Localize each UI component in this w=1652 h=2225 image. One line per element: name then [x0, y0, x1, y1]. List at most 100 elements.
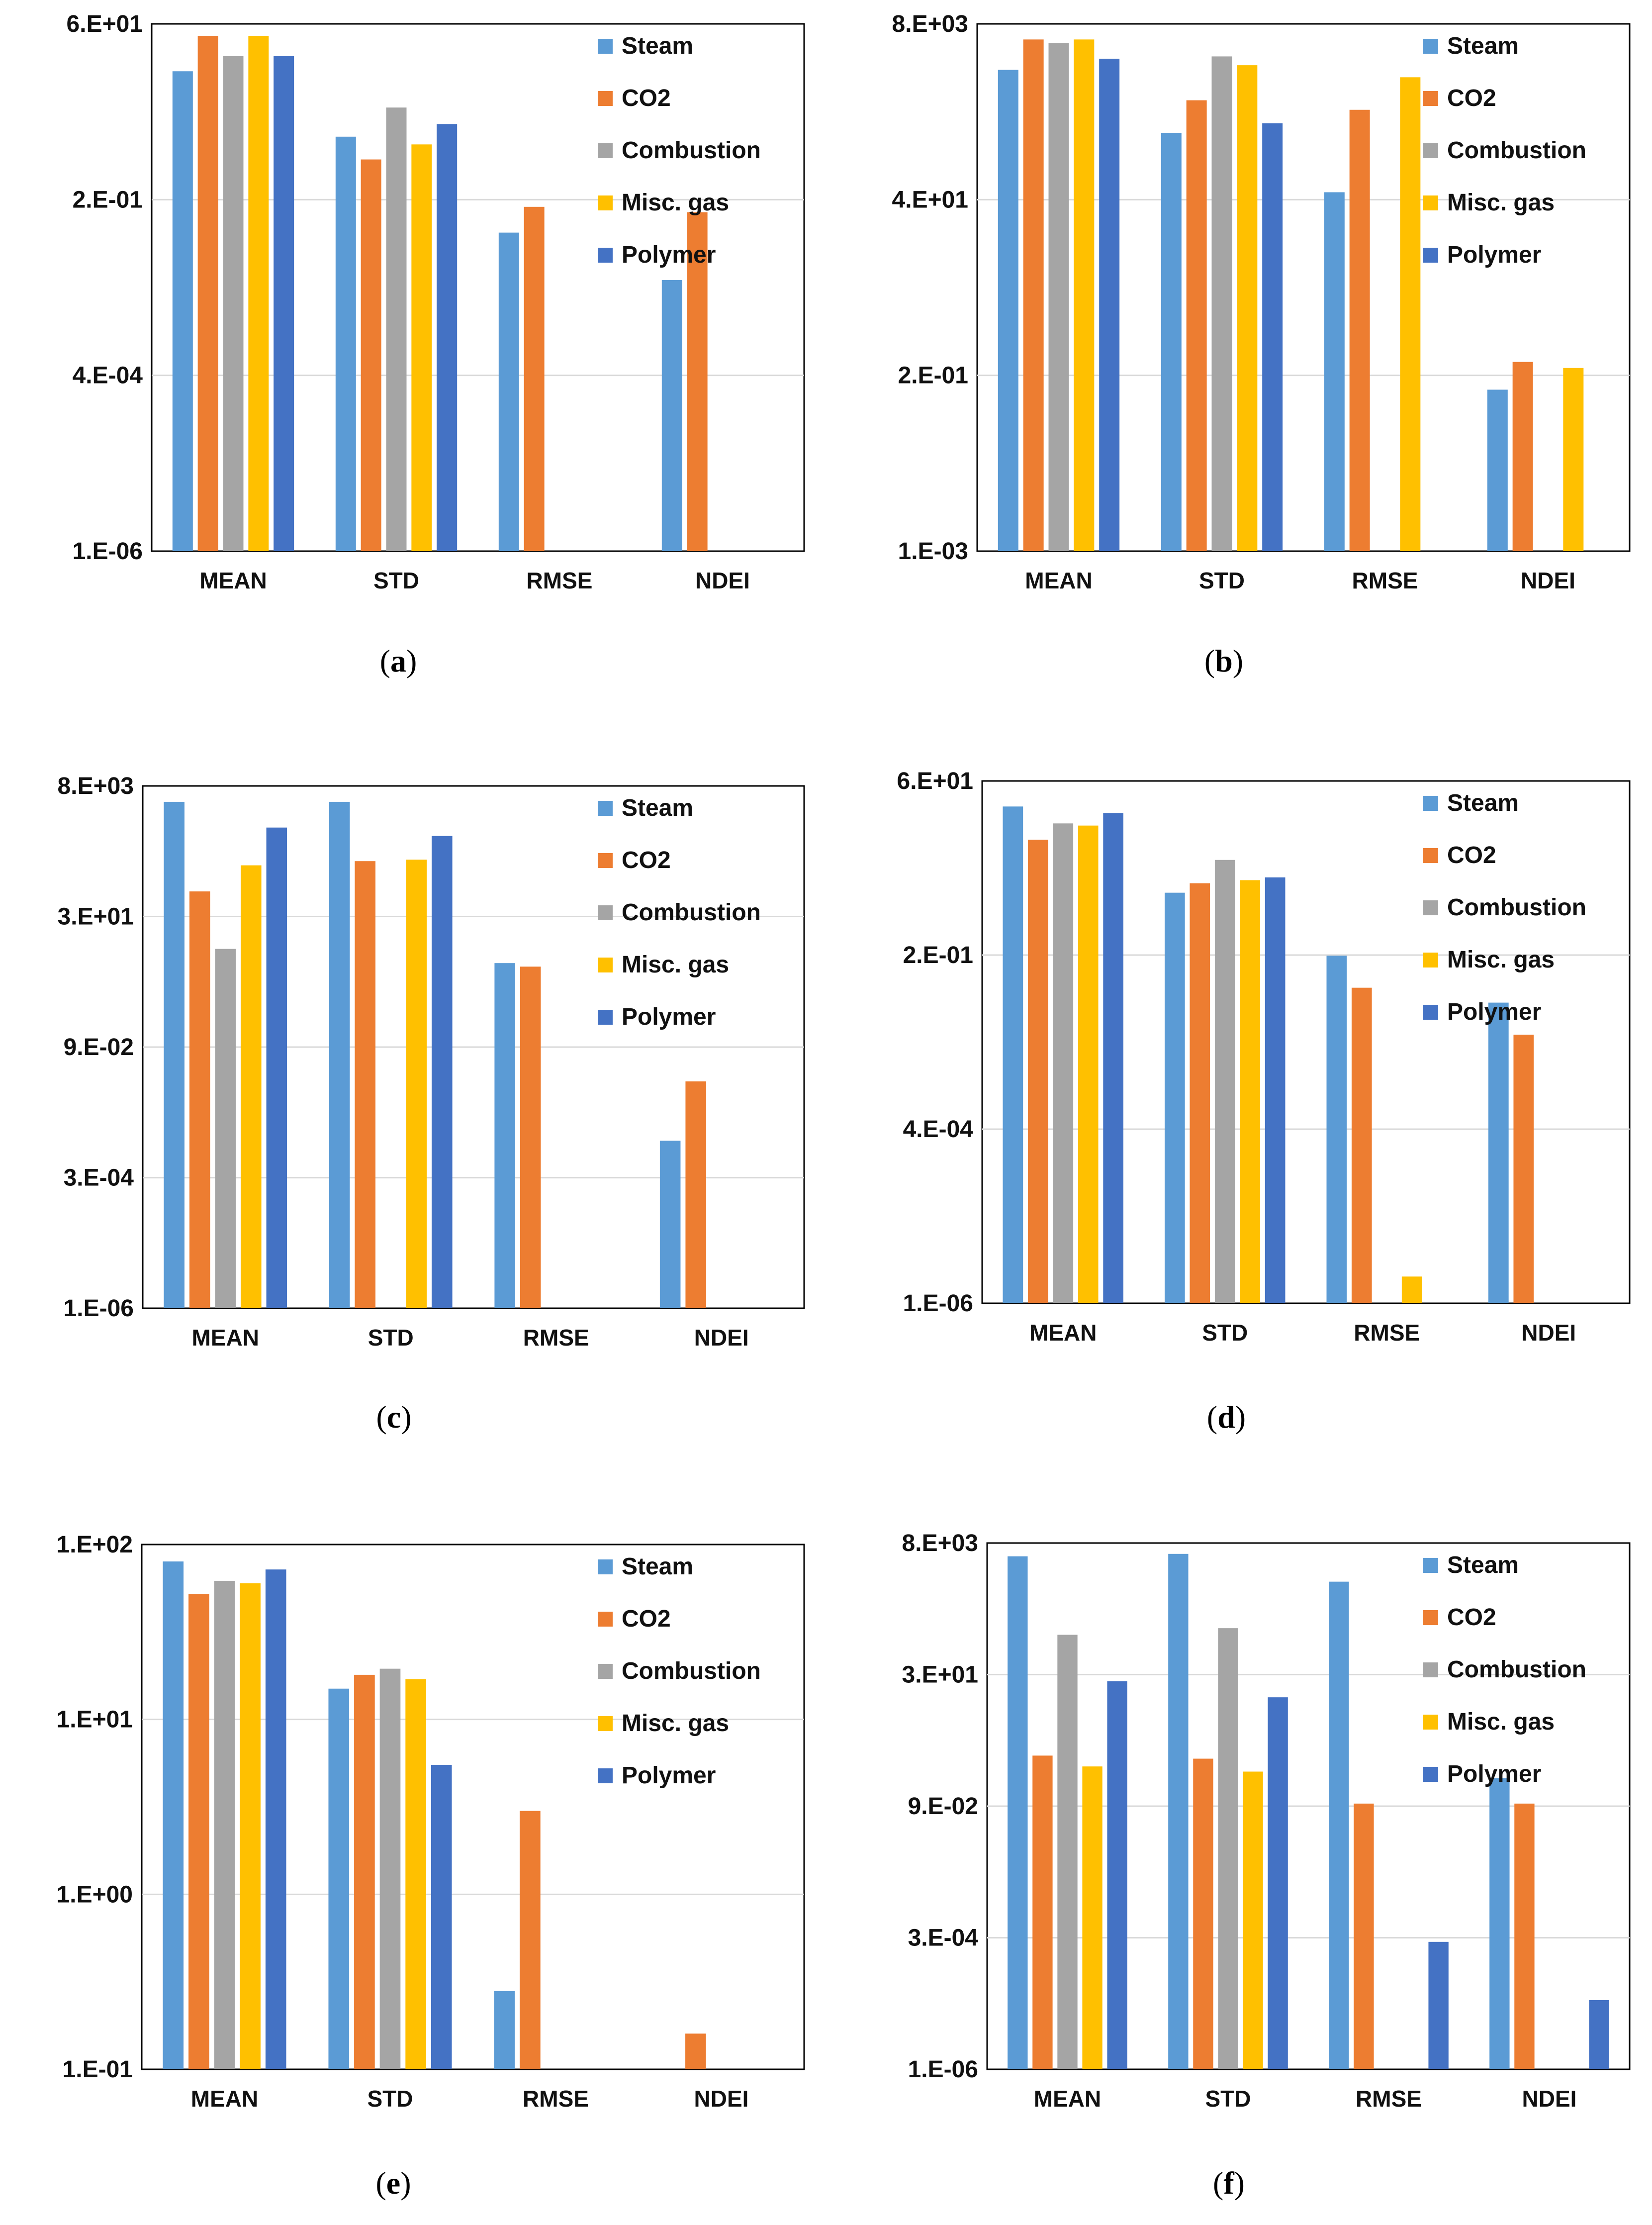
chart-panel-f: 8.E+03 3.E+01 9.E-02 3.E-04 1.E-06 MEAN STD RMS… — [902, 1530, 1631, 2201]
panel-caption: (e) — [375, 2165, 411, 2201]
bar-std-polymer — [1268, 1697, 1288, 2069]
bar-mean-steam — [163, 1561, 184, 2069]
x-category-label: MEAN — [1034, 2086, 1101, 2112]
legend-swatch — [1423, 1558, 1438, 1573]
bar-std-combustion — [1218, 1628, 1238, 2069]
y-tick-label: 1.E-06 — [908, 2056, 978, 2083]
bar-ndei-polymer — [1589, 2000, 1609, 2069]
legend-label: Combustion — [1447, 894, 1586, 921]
bar-rmse-steam — [494, 963, 515, 1308]
bar-mean-polymer — [1107, 1681, 1127, 2069]
bar-ndei-co2 — [687, 212, 708, 552]
legend-swatch — [598, 248, 613, 263]
bar-mean-misc-gas — [1078, 825, 1099, 1303]
bar-std-combustion — [386, 107, 407, 552]
y-tick-label: 1.E-06 — [903, 1290, 973, 1317]
bar-ndei-steam — [659, 1141, 681, 1308]
bar-mean-polymer — [1099, 59, 1120, 551]
y-tick-label: 4.E+01 — [892, 187, 968, 213]
x-category-label: NDEI — [1521, 568, 1575, 593]
y-tick-label: 3.E-04 — [908, 1925, 979, 1951]
bar-rmse-steam — [494, 1991, 515, 2069]
legend-label: CO2 — [622, 1606, 671, 1632]
legend-label: Steam — [622, 1553, 693, 1580]
y-tick-label: 6.E+01 — [67, 11, 143, 37]
bar-mean-co2 — [197, 35, 218, 552]
bar-std-misc-gas — [405, 1679, 426, 2069]
bar-std-misc-gas — [406, 860, 427, 1308]
legend-swatch — [598, 853, 613, 868]
bar-std-steam — [1165, 892, 1185, 1303]
bar-rmse-misc-gas — [1400, 77, 1421, 551]
y-tick-label: 2.E-01 — [73, 187, 143, 213]
bar-mean-misc-gas — [241, 865, 262, 1308]
legend-swatch — [1423, 1610, 1438, 1625]
bar-mean-misc-gas — [248, 35, 269, 552]
legend-label: Steam — [1447, 33, 1519, 59]
legend-swatch — [1423, 91, 1438, 106]
bar-mean-steam — [164, 801, 184, 1308]
legend-label: Combustion — [622, 137, 761, 164]
y-tick-label: 2.E-01 — [903, 942, 973, 968]
bar-mean-co2 — [1032, 1755, 1053, 2069]
chart-panel-c: 8.E+03 3.E+01 9.E-02 3.E-04 1.E-06 MEAN STD RMS… — [58, 773, 805, 1435]
legend-swatch — [1423, 796, 1438, 811]
legend-swatch — [598, 1559, 613, 1574]
bar-std-combustion — [1214, 860, 1235, 1303]
bar-std-steam — [1168, 1553, 1189, 2069]
bar-mean-combustion — [215, 949, 236, 1308]
y-tick-label: 1.E+01 — [57, 1707, 133, 1733]
bar-ndei-co2 — [685, 1081, 706, 1308]
bar-mean-polymer — [274, 56, 294, 552]
x-category-label: RMSE — [523, 1325, 589, 1351]
bar-rmse-co2 — [1354, 1803, 1374, 2069]
legend-swatch — [598, 958, 613, 972]
y-tick-label: 9.E-02 — [908, 1793, 978, 1820]
y-tick-label: 2.E-01 — [898, 363, 968, 389]
y-tick-label: 6.E+01 — [897, 768, 973, 794]
legend-swatch — [598, 801, 613, 816]
chart-panel-d: 6.E+01 2.E-01 4.E-04 1.E-06 MEAN STD RMSE NDEI S… — [897, 768, 1631, 1435]
x-category-label: RMSE — [1356, 2086, 1422, 2112]
bar-mean-polymer — [266, 827, 287, 1308]
legend-swatch — [598, 91, 613, 106]
legend-label: Misc. gas — [1447, 190, 1555, 216]
x-category-label: MEAN — [192, 1325, 259, 1351]
bar-std-misc-gas — [1237, 65, 1258, 552]
bar-mean-polymer — [265, 1569, 286, 2069]
y-tick-label: 3.E+01 — [902, 1662, 978, 1688]
bar-mean-combustion — [1048, 43, 1069, 551]
x-category-label: MEAN — [199, 568, 267, 593]
bar-mean-polymer — [1103, 813, 1123, 1303]
x-category-label: STD — [368, 1325, 414, 1351]
legend-label: Misc. gas — [622, 190, 729, 216]
bar-ndei-misc-gas — [1563, 368, 1584, 551]
legend-label: Steam — [622, 795, 693, 821]
y-tick-label: 3.E+01 — [58, 904, 134, 930]
legend-swatch — [598, 1768, 613, 1783]
bar-std-co2 — [1186, 100, 1207, 551]
bar-rmse-steam — [1326, 956, 1347, 1303]
bar-mean-misc-gas — [240, 1583, 261, 2069]
x-category-label: STD — [367, 2086, 413, 2112]
x-category-label: STD — [1202, 1320, 1248, 1346]
bar-rmse-co2 — [520, 1811, 541, 2069]
bar-rmse-steam — [1324, 192, 1345, 551]
legend-label: Polymer — [1447, 999, 1541, 1025]
y-tick-label: 8.E+03 — [892, 11, 968, 37]
legend-swatch — [598, 905, 613, 920]
y-tick-label: 1.E+02 — [57, 1532, 133, 1558]
bar-ndei-steam — [1487, 389, 1508, 551]
x-category-label: NDEI — [694, 2086, 749, 2112]
legend-label: Misc. gas — [1447, 1709, 1555, 1735]
legend-swatch — [1423, 900, 1438, 915]
x-category-label: NDEI — [1521, 1320, 1576, 1346]
panel-caption: (f) — [1213, 2165, 1245, 2201]
bar-mean-co2 — [1023, 39, 1044, 552]
legend-swatch — [598, 143, 613, 158]
x-category-label: RMSE — [1354, 1320, 1420, 1346]
bar-mean-steam — [998, 70, 1018, 551]
bar-std-polymer — [1265, 877, 1285, 1303]
legend-label: CO2 — [1447, 842, 1496, 869]
